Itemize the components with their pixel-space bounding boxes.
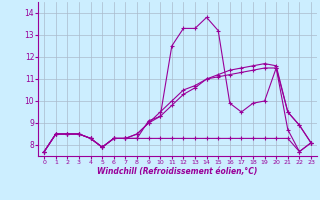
X-axis label: Windchill (Refroidissement éolien,°C): Windchill (Refroidissement éolien,°C) [97, 167, 258, 176]
